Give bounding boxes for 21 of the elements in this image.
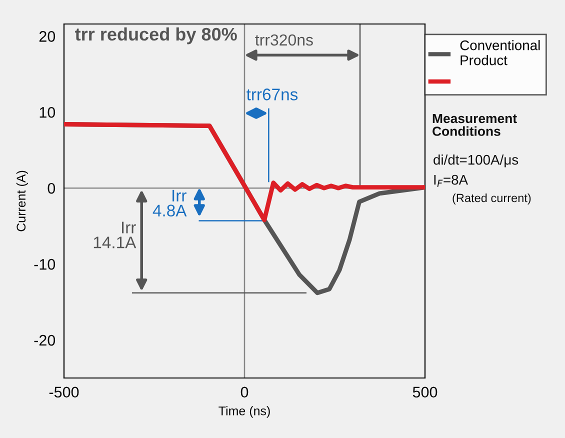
x-tick-label: -500 — [49, 386, 79, 398]
text: di/dt=100A/μs — [434, 154, 518, 168]
y-tick-label: 10 — [40, 106, 56, 118]
y-tick-label: 20 — [39, 31, 56, 42]
y-tick-label: 0 — [48, 182, 56, 194]
text: (Rated current) — [452, 193, 531, 204]
y-axis-title: Current (A) — [16, 170, 28, 232]
x-axis-title: Time (ns) — [218, 406, 270, 418]
annotation: trr320ns — [255, 34, 313, 46]
y-tick-label: -20 — [34, 334, 56, 346]
annotation: Irr 4.8A — [152, 190, 187, 216]
x-tick-label: 500 — [412, 386, 438, 398]
legend-label: Conventional Product — [460, 40, 540, 66]
y-tick-label: -10 — [34, 258, 56, 270]
text: I$_{F}$=8A — [434, 174, 468, 187]
annotation: Irr 14.1A — [94, 222, 136, 248]
annotation: trr67ns — [246, 88, 298, 100]
chart-title: trr reduced by 80% — [75, 27, 237, 44]
text: Measurement Conditions — [432, 114, 517, 136]
x-tick-label: 0 — [240, 386, 248, 398]
line-series — [64, 122, 425, 222]
